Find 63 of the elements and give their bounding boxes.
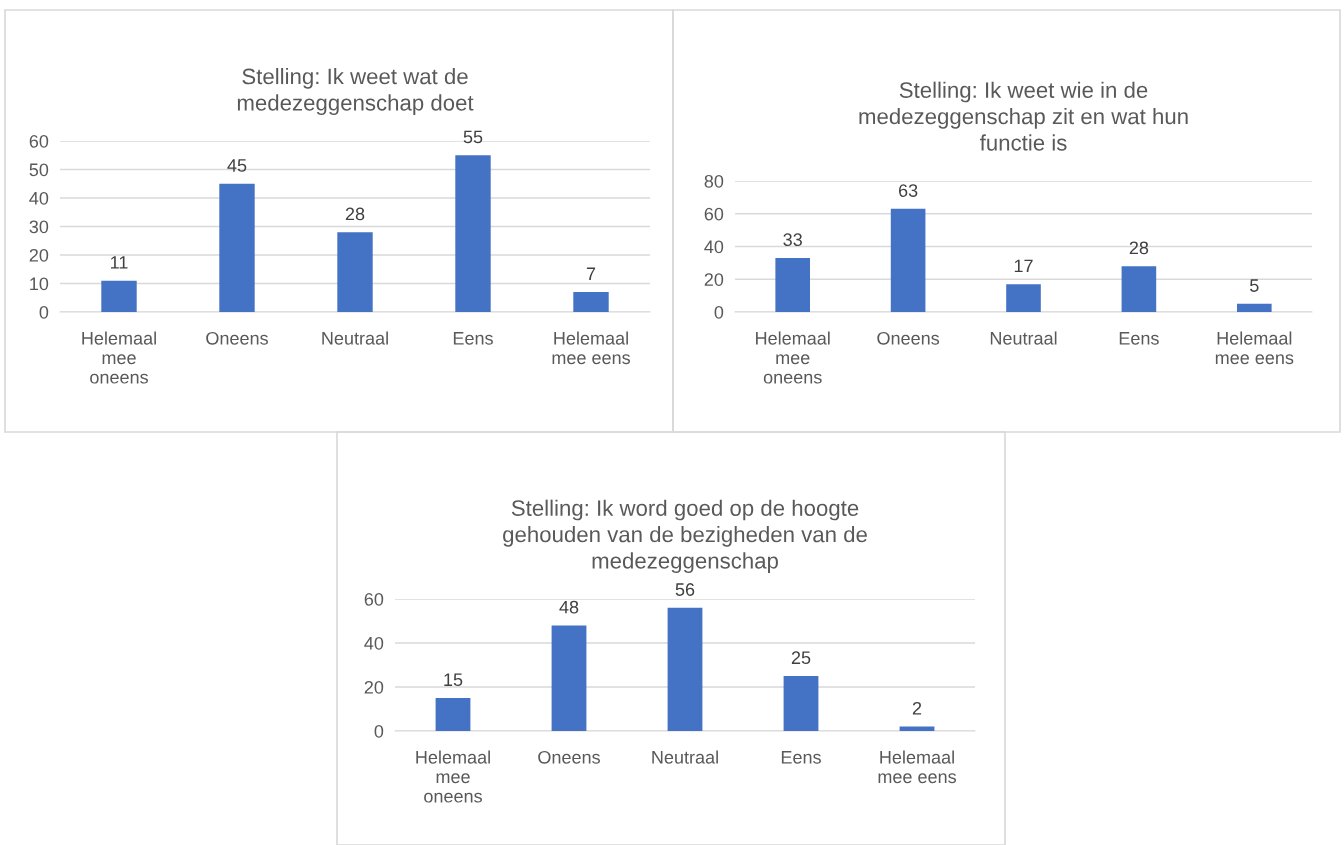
x-tick-label: Eens <box>453 332 493 345</box>
bar <box>783 676 819 731</box>
x-tick-label: Helemaal mee oneens <box>756 331 830 384</box>
data-label: 45 <box>227 159 247 172</box>
data-label: 15 <box>444 673 463 687</box>
data-label: 63 <box>898 184 918 197</box>
bar <box>1121 266 1157 312</box>
data-label: 33 <box>783 233 802 247</box>
x-tick-label: Helemaal mee eens <box>1215 331 1294 365</box>
x-tick-label: Neutraal <box>322 331 388 345</box>
x-tick-label: Helemaal mee eens <box>878 750 956 784</box>
data-label: 48 <box>559 600 579 614</box>
x-tick-label: Oneens <box>877 331 940 345</box>
x-tick-label: Neutraal <box>652 750 718 764</box>
x-tick-label: Eens <box>1119 332 1159 345</box>
y-tick-label: 60 <box>29 134 49 148</box>
bar <box>219 183 255 312</box>
chart-title: Stelling: Ik word goed op de hoogte gehouden van de bezigheden van de medezeggenschap <box>503 499 867 574</box>
x-tick-label: Helemaal mee eens <box>552 331 630 365</box>
bar <box>667 607 703 731</box>
bar <box>1236 303 1272 312</box>
chart-title: Stelling: Ik weet wat de medezeggenschap doet <box>237 67 474 116</box>
data-label: 5 <box>1250 279 1259 292</box>
data-label: 17 <box>1014 259 1033 273</box>
y-tick-label: 60 <box>364 592 384 606</box>
chart-title: Stelling: Ik weet wie in de medezeggenschap zit en wat hun functie is <box>859 81 1188 151</box>
data-label: 7 <box>586 267 596 280</box>
x-tick-label: Helemaal mee oneens <box>416 750 490 803</box>
y-tick-label: 40 <box>704 240 724 254</box>
bar <box>435 698 471 731</box>
y-tick-label: 20 <box>704 273 724 286</box>
y-tick-label: 40 <box>29 191 49 205</box>
bar <box>573 292 609 312</box>
x-tick-label: Oneens <box>206 331 268 345</box>
y-tick-label: 0 <box>374 724 384 738</box>
y-tick-label: 30 <box>29 220 49 234</box>
data-label: 56 <box>675 583 695 596</box>
y-tick-label: 40 <box>364 636 384 650</box>
y-tick-label: 80 <box>704 174 724 188</box>
bar <box>551 625 587 731</box>
x-tick-label: Eens <box>781 751 821 764</box>
bar <box>455 155 491 312</box>
data-label: 28 <box>345 207 365 221</box>
data-label: 28 <box>1129 241 1149 255</box>
y-tick-label: 60 <box>704 207 724 221</box>
data-label: 55 <box>463 130 483 144</box>
y-tick-label: 20 <box>364 680 384 694</box>
y-tick-label: 10 <box>30 277 49 291</box>
bar <box>101 280 137 312</box>
y-tick-label: 20 <box>29 248 49 262</box>
x-tick-label: Helemaal mee oneens <box>82 331 156 384</box>
data-label: 25 <box>791 651 811 665</box>
bar <box>890 208 926 312</box>
x-tick-label: Oneens <box>538 750 600 764</box>
data-label: 11 <box>111 256 128 269</box>
x-tick-label: Neutraal <box>990 331 1057 345</box>
bar <box>775 257 811 312</box>
bar <box>1006 284 1041 312</box>
data-label: 2 <box>912 701 922 715</box>
y-tick-label: 0 <box>714 305 724 319</box>
y-tick-label: 0 <box>39 305 49 319</box>
y-tick-label: 50 <box>29 163 49 177</box>
bar <box>337 232 373 312</box>
